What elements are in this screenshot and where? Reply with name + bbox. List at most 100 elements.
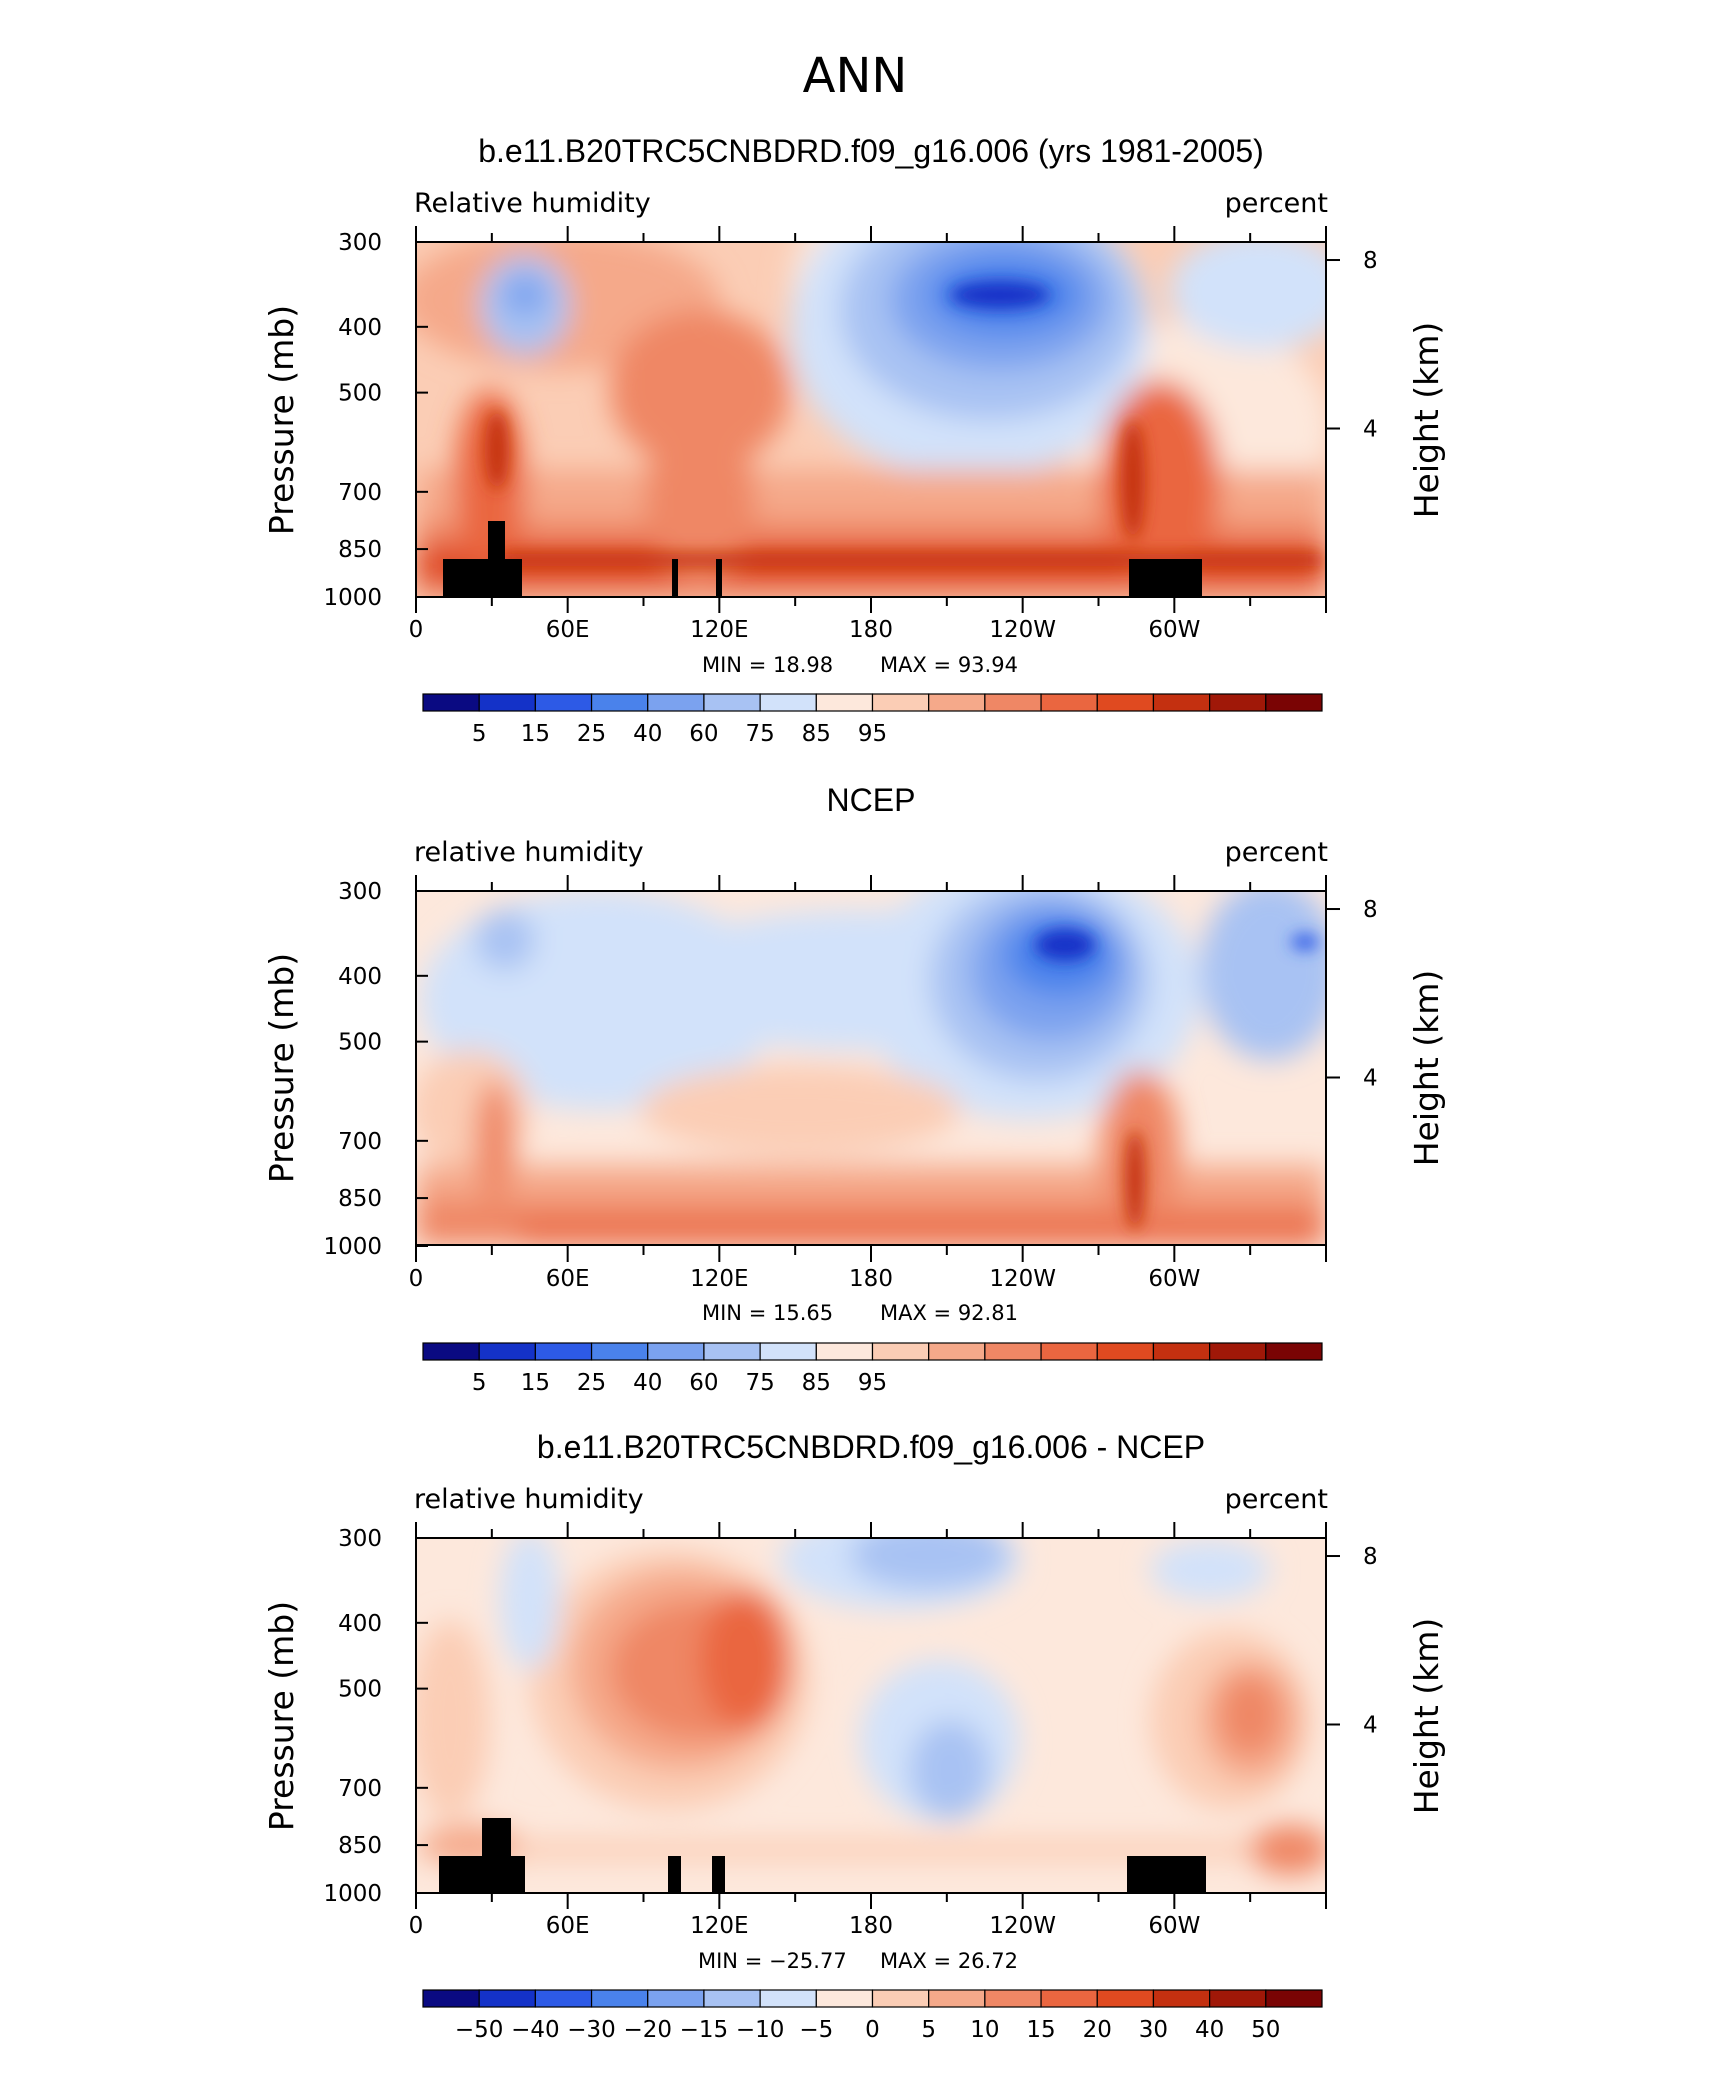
pressure-tick-label: 1000 xyxy=(323,1881,382,1907)
colorbar-swatch xyxy=(1209,1342,1267,1361)
longitude-tick-label: 60W xyxy=(1148,1913,1200,1939)
colorbar-swatch xyxy=(1209,1989,1267,2008)
colorbar-label: −50 xyxy=(455,2017,504,2043)
longitude-tick-label: 60W xyxy=(1148,617,1200,643)
colorbar-swatch xyxy=(534,1989,593,2008)
colorbar-label: −5 xyxy=(799,2017,833,2043)
pressure-tick-label: 850 xyxy=(338,1833,382,1859)
colorbar-swatch xyxy=(1265,1989,1323,2008)
colorbar-swatch xyxy=(590,1989,649,2008)
colorbar-swatch xyxy=(478,693,536,712)
colorbar-swatch xyxy=(871,693,930,712)
colorbar-swatch xyxy=(928,1989,986,2008)
height-ticks: 84 xyxy=(1326,897,1378,1092)
colorbar-label: 20 xyxy=(1083,2017,1112,2043)
pressure-tick-label: 850 xyxy=(338,1186,382,1212)
colorbar-swatch xyxy=(647,1342,705,1361)
longitude-tick-label: 60E xyxy=(546,617,590,643)
longitude-ticks: 0 60E 120E 180 120W 60W xyxy=(409,875,1327,1292)
longitude-tick-label: 120W xyxy=(989,1913,1056,1939)
units-label: percent xyxy=(1225,837,1328,868)
colorbar-swatch xyxy=(1096,1989,1155,2008)
panel-model: b.e11.B20TRC5CNBDRD.f09_g16.006 (yrs 198… xyxy=(262,133,1446,747)
colorbar-swatch xyxy=(1152,693,1211,712)
variable-label: Relative humidity xyxy=(414,188,651,219)
pressure-tick-label: 700 xyxy=(338,1129,382,1155)
panel-difference: b.e11.B20TRC5CNBDRD.f09_g16.006 - NCEP r… xyxy=(262,1429,1446,2043)
colorbar-label: 95 xyxy=(858,1370,887,1396)
pressure-tick-label: 850 xyxy=(338,537,382,563)
colorbar-swatch xyxy=(1040,693,1098,712)
pressure-tick-label: 1000 xyxy=(323,585,382,611)
panel-title: NCEP xyxy=(827,782,916,818)
colorbar-label: 95 xyxy=(858,721,887,747)
pressure-ticks: 300 400 500 700 850 1000 xyxy=(323,1526,428,1907)
longitude-tick-label: 0 xyxy=(409,1913,424,1939)
longitude-ticks: 0 60E 120E 180 120W 60W xyxy=(409,226,1327,643)
colorbar-swatch xyxy=(478,1342,536,1361)
height-tick-label: 8 xyxy=(1363,897,1378,923)
colorbar-swatch xyxy=(647,1989,705,2008)
pressure-tick-label: 700 xyxy=(338,480,382,506)
panel-ncep: NCEP relative humidity percent xyxy=(262,782,1446,1396)
pressure-tick-label: 1000 xyxy=(323,1234,382,1260)
colorbar-label: 15 xyxy=(1026,2017,1055,2043)
colorbar-label: 30 xyxy=(1139,2017,1168,2043)
colorbar: 5 15 25 40 60 75 85 95 xyxy=(422,1342,1323,1396)
colorbar-swatch xyxy=(1096,693,1155,712)
colorbar-swatch xyxy=(1265,693,1323,712)
longitude-tick-label: 180 xyxy=(849,1266,893,1292)
colorbar-swatch xyxy=(871,1989,930,2008)
y-axis-title-right: Height (km) xyxy=(1407,322,1446,519)
colorbar-swatch xyxy=(984,693,1042,712)
height-ticks: 84 xyxy=(1326,248,1378,443)
colorbar-swatch xyxy=(815,1989,874,2008)
colorbar-swatch xyxy=(871,1342,930,1361)
longitude-tick-label: 120W xyxy=(989,1266,1056,1292)
colorbar-label: −15 xyxy=(680,2017,729,2043)
pressure-tick-label: 300 xyxy=(338,1526,382,1552)
colorbar-label: 40 xyxy=(1195,2017,1224,2043)
colorbar-label: −30 xyxy=(567,2017,616,2043)
colorbar-swatch xyxy=(1096,1342,1155,1361)
longitude-tick-label: 60E xyxy=(546,1913,590,1939)
longitude-tick-label: 60W xyxy=(1148,1266,1200,1292)
longitude-tick-label: 180 xyxy=(849,1913,893,1939)
max-label: MAX = 93.94 xyxy=(880,653,1018,677)
units-label: percent xyxy=(1225,188,1328,219)
colorbar-label: 10 xyxy=(970,2017,999,2043)
height-tick-label: 4 xyxy=(1363,417,1378,443)
colorbar-swatch xyxy=(759,693,817,712)
longitude-tick-label: 120E xyxy=(690,1913,748,1939)
max-label: MAX = 92.81 xyxy=(880,1301,1018,1325)
min-label: MIN = −25.77 xyxy=(698,1949,847,1973)
colorbar-label: −40 xyxy=(511,2017,560,2043)
colorbar-swatch xyxy=(928,1342,986,1361)
pressure-tick-label: 400 xyxy=(338,964,382,990)
contour-field xyxy=(416,1538,1326,1893)
colorbar-swatch xyxy=(647,693,705,712)
colorbar-swatch xyxy=(703,1989,761,2008)
colorbar-label: 85 xyxy=(802,721,831,747)
colorbar-label: −20 xyxy=(623,2017,672,2043)
height-ticks: 84 xyxy=(1326,1544,1378,1739)
colorbar-swatch xyxy=(1152,1342,1211,1361)
contour-field xyxy=(416,242,1326,597)
longitude-tick-label: 120E xyxy=(690,1266,748,1292)
longitude-tick-label: 0 xyxy=(409,1266,424,1292)
colorbar-label: 85 xyxy=(802,1370,831,1396)
pressure-tick-label: 500 xyxy=(338,381,382,407)
colorbar-label: 75 xyxy=(745,721,774,747)
max-label: MAX = 26.72 xyxy=(880,1949,1018,1973)
colorbar-swatch xyxy=(1152,1989,1211,2008)
variable-label: relative humidity xyxy=(414,1484,644,1515)
min-label: MIN = 18.98 xyxy=(702,653,833,677)
units-label: percent xyxy=(1225,1484,1328,1515)
longitude-ticks: 0 60E 120E 180 120W 60W xyxy=(409,1522,1327,1939)
pressure-tick-label: 500 xyxy=(338,1030,382,1056)
colorbar-swatch xyxy=(928,693,986,712)
colorbar-swatch xyxy=(1040,1989,1098,2008)
colorbar-swatch xyxy=(1040,1342,1098,1361)
colorbar-label: 40 xyxy=(633,1370,662,1396)
